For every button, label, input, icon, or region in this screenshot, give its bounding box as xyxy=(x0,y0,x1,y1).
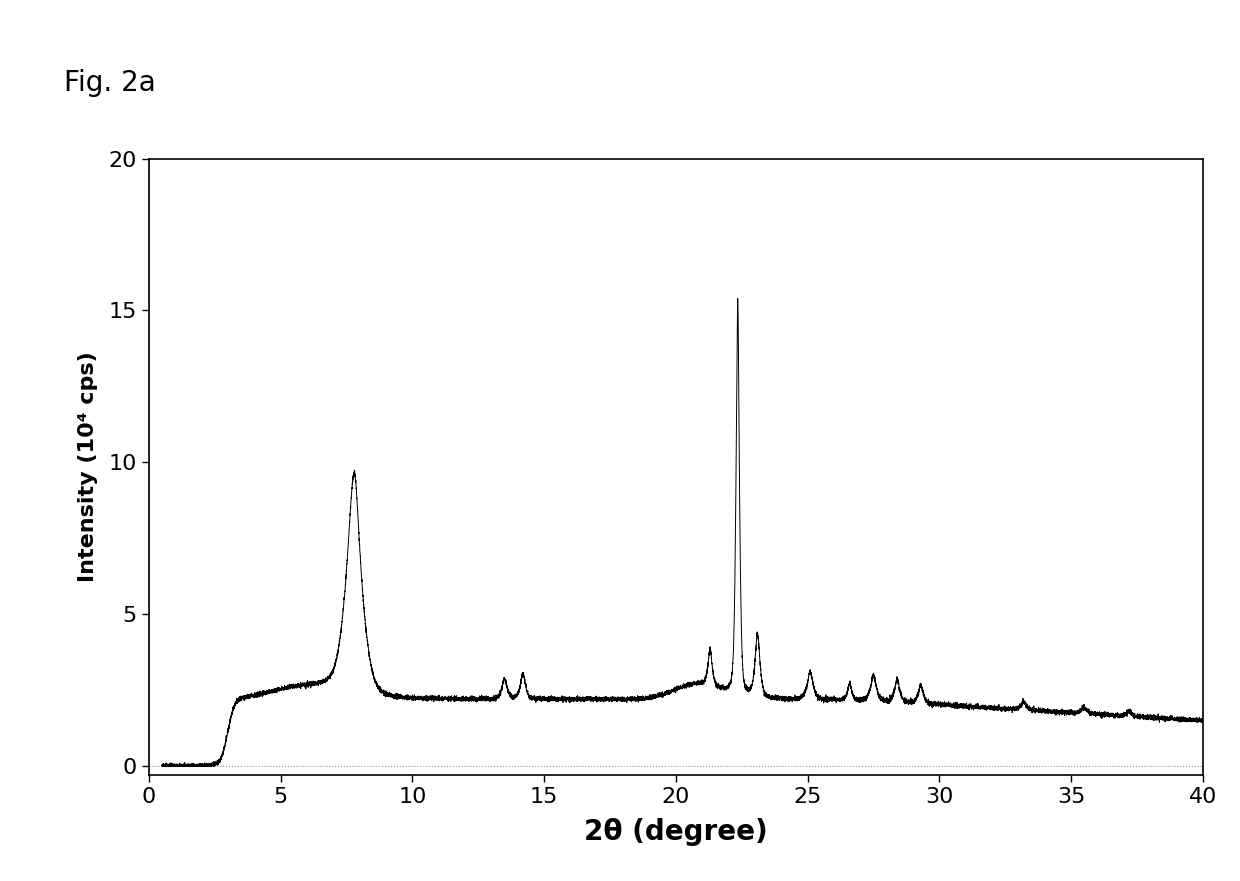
Text: Fig. 2a: Fig. 2a xyxy=(64,69,156,97)
X-axis label: 2θ (degree): 2θ (degree) xyxy=(584,818,768,846)
Y-axis label: Intensity (10⁴ cps): Intensity (10⁴ cps) xyxy=(78,352,98,582)
